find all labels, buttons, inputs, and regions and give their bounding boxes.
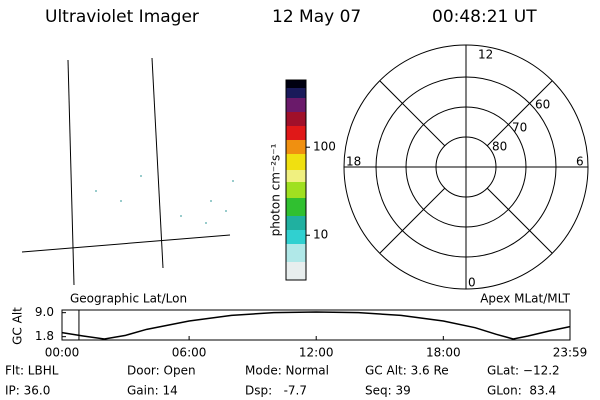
lat-label: 80 <box>492 140 507 154</box>
date: 12 May 07 <box>272 7 361 27</box>
status-field: GC Alt: 3.6 Re <box>365 364 449 378</box>
colorbar-label: photon cm⁻²s⁻¹ <box>269 143 283 236</box>
colorbar <box>285 79 307 281</box>
altitude-curve <box>61 311 571 340</box>
status-field: Flt: LBHL <box>5 364 59 378</box>
y-tick-label: 9.0 <box>35 305 54 319</box>
plot-frame <box>61 309 571 341</box>
lat-label: 70 <box>512 121 527 135</box>
x-tick-label: 23:59 <box>553 346 588 360</box>
y-label: GC Alt <box>11 307 25 345</box>
mlt-label: 0 <box>468 276 476 290</box>
colorbar-tick-label: 100 <box>313 140 336 154</box>
status-field: GLat: −12.2 <box>487 364 560 378</box>
polar-grid <box>343 44 589 290</box>
lat-label: 60 <box>535 98 550 112</box>
status-field: GLon: 83.4 <box>487 384 556 398</box>
x-tick-label: 18:00 <box>426 346 461 360</box>
mlt-label: 18 <box>346 155 361 169</box>
image-grid <box>21 57 231 286</box>
status-field: Mode: Normal <box>245 364 329 378</box>
status-field: Door: Open <box>127 364 196 378</box>
status-field: Gain: 14 <box>127 384 178 398</box>
time: 00:48:21 UT <box>432 7 537 27</box>
right-label: Apex MLat/MLT <box>480 292 570 306</box>
status-field: Seq: 39 <box>365 384 411 398</box>
x-tick-label: 00:00 <box>45 346 80 360</box>
image-noise <box>95 175 234 224</box>
mlt-label: 6 <box>576 155 584 169</box>
title: Ultraviolet Imager <box>45 7 199 27</box>
left-label: Geographic Lat/Lon <box>70 292 187 306</box>
mlt-label: 12 <box>478 48 493 62</box>
colorbar-tick-label: 10 <box>313 228 328 242</box>
y-tick-label: 1.8 <box>35 329 54 343</box>
status-field: Dsp: -7.7 <box>245 384 307 398</box>
x-tick-label: 06:00 <box>172 346 207 360</box>
status-field: IP: 36.0 <box>5 384 50 398</box>
x-tick-label: 12:00 <box>299 346 334 360</box>
